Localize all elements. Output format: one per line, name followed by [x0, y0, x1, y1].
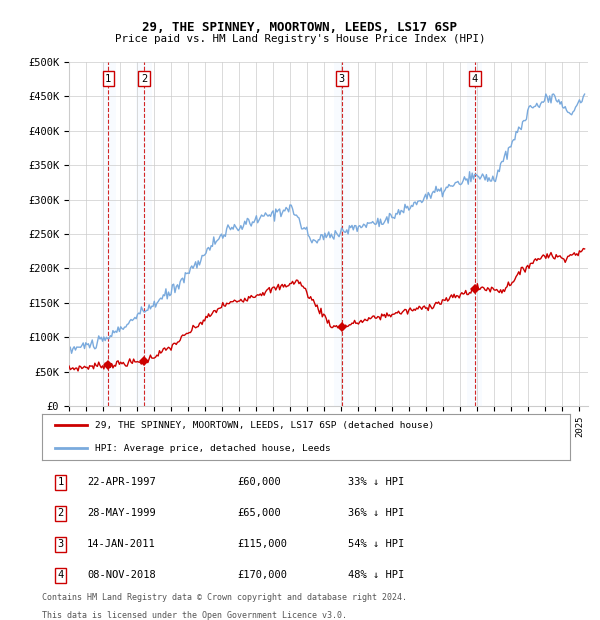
- Text: 4: 4: [58, 570, 64, 580]
- Text: 22-APR-1997: 22-APR-1997: [87, 477, 155, 487]
- Text: 29, THE SPINNEY, MOORTOWN, LEEDS, LS17 6SP (detached house): 29, THE SPINNEY, MOORTOWN, LEEDS, LS17 6…: [95, 420, 434, 430]
- Text: £65,000: £65,000: [238, 508, 281, 518]
- Bar: [334, 62, 350, 406]
- Text: Price paid vs. HM Land Registry's House Price Index (HPI): Price paid vs. HM Land Registry's House …: [115, 34, 485, 44]
- Text: 1: 1: [58, 477, 64, 487]
- Text: 29, THE SPINNEY, MOORTOWN, LEEDS, LS17 6SP: 29, THE SPINNEY, MOORTOWN, LEEDS, LS17 6…: [143, 21, 458, 34]
- Text: 36% ↓ HPI: 36% ↓ HPI: [348, 508, 404, 518]
- Text: 08-NOV-2018: 08-NOV-2018: [87, 570, 155, 580]
- Bar: [101, 62, 116, 406]
- Text: £60,000: £60,000: [238, 477, 281, 487]
- Text: Contains HM Land Registry data © Crown copyright and database right 2024.: Contains HM Land Registry data © Crown c…: [42, 593, 407, 603]
- Bar: [136, 62, 152, 406]
- Bar: [467, 62, 482, 406]
- Text: 28-MAY-1999: 28-MAY-1999: [87, 508, 155, 518]
- Text: 48% ↓ HPI: 48% ↓ HPI: [348, 570, 404, 580]
- Text: 4: 4: [472, 74, 478, 84]
- Text: 1: 1: [105, 74, 112, 84]
- Text: 14-JAN-2011: 14-JAN-2011: [87, 539, 155, 549]
- Text: 3: 3: [58, 539, 64, 549]
- Text: 2: 2: [141, 74, 147, 84]
- Text: £115,000: £115,000: [238, 539, 287, 549]
- Text: 3: 3: [339, 74, 345, 84]
- Text: This data is licensed under the Open Government Licence v3.0.: This data is licensed under the Open Gov…: [42, 611, 347, 620]
- Text: 2: 2: [58, 508, 64, 518]
- Text: 33% ↓ HPI: 33% ↓ HPI: [348, 477, 404, 487]
- Text: £170,000: £170,000: [238, 570, 287, 580]
- Text: 54% ↓ HPI: 54% ↓ HPI: [348, 539, 404, 549]
- Text: HPI: Average price, detached house, Leeds: HPI: Average price, detached house, Leed…: [95, 444, 331, 453]
